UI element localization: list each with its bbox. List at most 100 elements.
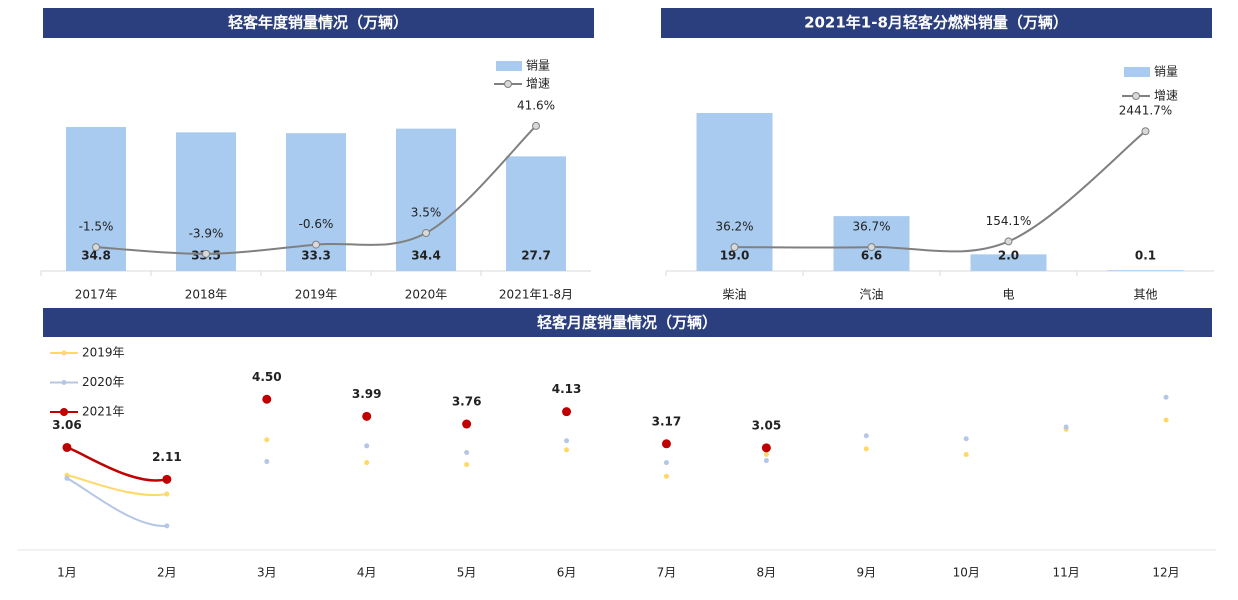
growth-label: 36.2% xyxy=(715,220,753,234)
data-label: 3.76 xyxy=(452,395,482,409)
x-tick-label: 12月 xyxy=(1152,566,1179,580)
growth-marker xyxy=(312,240,320,249)
data-label: 2.11 xyxy=(152,450,182,464)
x-tick-label: 2018年 xyxy=(185,288,228,302)
growth-label: 3.5% xyxy=(411,206,442,220)
legend-marker xyxy=(61,380,67,385)
series-marker xyxy=(562,407,572,417)
x-tick-label: 柴油 xyxy=(722,288,746,302)
series-line xyxy=(66,477,167,527)
series-marker xyxy=(262,394,272,404)
bar-value-label: 34.8 xyxy=(81,249,111,263)
chart-title: 轻客月度销量情况（万辆） xyxy=(537,314,717,332)
series-marker xyxy=(663,473,669,479)
series-marker xyxy=(164,523,170,529)
x-tick-label: 2020年 xyxy=(405,288,448,302)
series-marker xyxy=(162,474,172,484)
x-tick-label: 9月 xyxy=(856,566,876,580)
legend-swatch xyxy=(1124,67,1150,77)
growth-marker xyxy=(1004,237,1013,246)
x-tick-label: 7月 xyxy=(657,566,677,580)
x-tick-label: 汽油 xyxy=(859,287,883,302)
x-tick-label: 11月 xyxy=(1052,566,1079,580)
growth-label: 2441.7% xyxy=(1119,104,1172,118)
series-marker xyxy=(364,460,370,466)
x-tick-label: 8月 xyxy=(757,566,777,580)
series-marker xyxy=(763,458,769,464)
series-marker xyxy=(663,460,669,466)
growth-label: 36.7% xyxy=(852,220,890,234)
data-label: 4.50 xyxy=(252,370,282,384)
growth-label: 154.1% xyxy=(986,214,1032,228)
chart-title: 轻客年度销量情况（万辆） xyxy=(228,14,408,32)
series-marker xyxy=(264,459,270,465)
x-tick-label: 10月 xyxy=(953,566,980,580)
series-marker xyxy=(364,443,370,449)
series-marker xyxy=(1163,394,1169,400)
series-marker xyxy=(464,462,470,468)
bar xyxy=(176,132,236,271)
series-marker xyxy=(863,433,869,439)
x-tick-label: 2019年 xyxy=(295,288,338,302)
x-tick-label: 6月 xyxy=(557,566,577,580)
x-tick-label: 其他 xyxy=(1133,288,1157,302)
series-marker xyxy=(1063,424,1069,430)
series-marker xyxy=(462,419,472,429)
series-marker xyxy=(362,411,372,421)
growth-marker xyxy=(202,249,210,258)
legend-label: 2021年 xyxy=(82,405,125,419)
growth-marker xyxy=(422,229,430,238)
bar xyxy=(970,254,1047,271)
header-bar xyxy=(43,308,1212,337)
series-marker xyxy=(963,436,969,442)
bar-value-label: 34.4 xyxy=(411,249,441,263)
growth-line xyxy=(734,130,1147,253)
series-marker xyxy=(62,442,72,452)
x-tick-label: 2月 xyxy=(157,566,177,580)
bar-value-label: 0.1 xyxy=(1135,249,1156,263)
bar xyxy=(396,128,456,271)
bar-value-label: 33.3 xyxy=(301,249,331,263)
legend-marker xyxy=(60,408,68,416)
bar-value-label: 19.0 xyxy=(720,249,750,263)
series-marker xyxy=(564,438,570,444)
x-tick-label: 1月 xyxy=(57,566,77,580)
growth-label: 41.6% xyxy=(517,98,555,112)
legend-marker xyxy=(1132,92,1140,100)
growth-label: -3.9% xyxy=(189,226,224,240)
legend-marker xyxy=(504,80,512,88)
x-tick-label: 3月 xyxy=(257,566,277,580)
data-label: 4.13 xyxy=(552,382,582,396)
growth-marker xyxy=(867,243,876,252)
legend-label: 2019年 xyxy=(82,346,125,360)
series-marker xyxy=(64,475,70,481)
legend-label: 销量 xyxy=(1154,65,1178,79)
growth-marker xyxy=(730,243,739,252)
legend-marker xyxy=(61,350,67,356)
bar-value-label: 27.7 xyxy=(521,249,551,263)
legend-label: 增速 xyxy=(526,77,550,91)
x-tick-label: 2021年1-8月 xyxy=(499,288,573,302)
legend-swatch xyxy=(496,61,522,71)
series-marker xyxy=(761,443,771,453)
series-line xyxy=(66,446,168,482)
series-marker xyxy=(564,447,570,453)
x-tick-label: 电 xyxy=(1002,288,1014,302)
series-marker xyxy=(661,439,671,449)
growth-marker xyxy=(1141,127,1150,136)
data-label: 3.17 xyxy=(652,414,682,428)
series-line xyxy=(66,474,168,497)
bar xyxy=(506,156,566,271)
chart-title: 2021年1-8月轻客分燃料销量（万辆） xyxy=(804,14,1068,32)
bar-value-label: 2.0 xyxy=(998,249,1019,263)
header-bar xyxy=(661,8,1212,38)
growth-marker xyxy=(532,121,540,130)
x-tick-label: 4月 xyxy=(357,566,377,580)
growth-label: -0.6% xyxy=(299,217,334,231)
legend-label: 2020年 xyxy=(82,375,125,389)
legend-label: 销量 xyxy=(526,59,550,73)
growth-label: -1.5% xyxy=(79,220,114,234)
x-tick-label: 5月 xyxy=(457,566,477,580)
series-marker xyxy=(464,450,470,456)
growth-marker xyxy=(92,243,100,252)
